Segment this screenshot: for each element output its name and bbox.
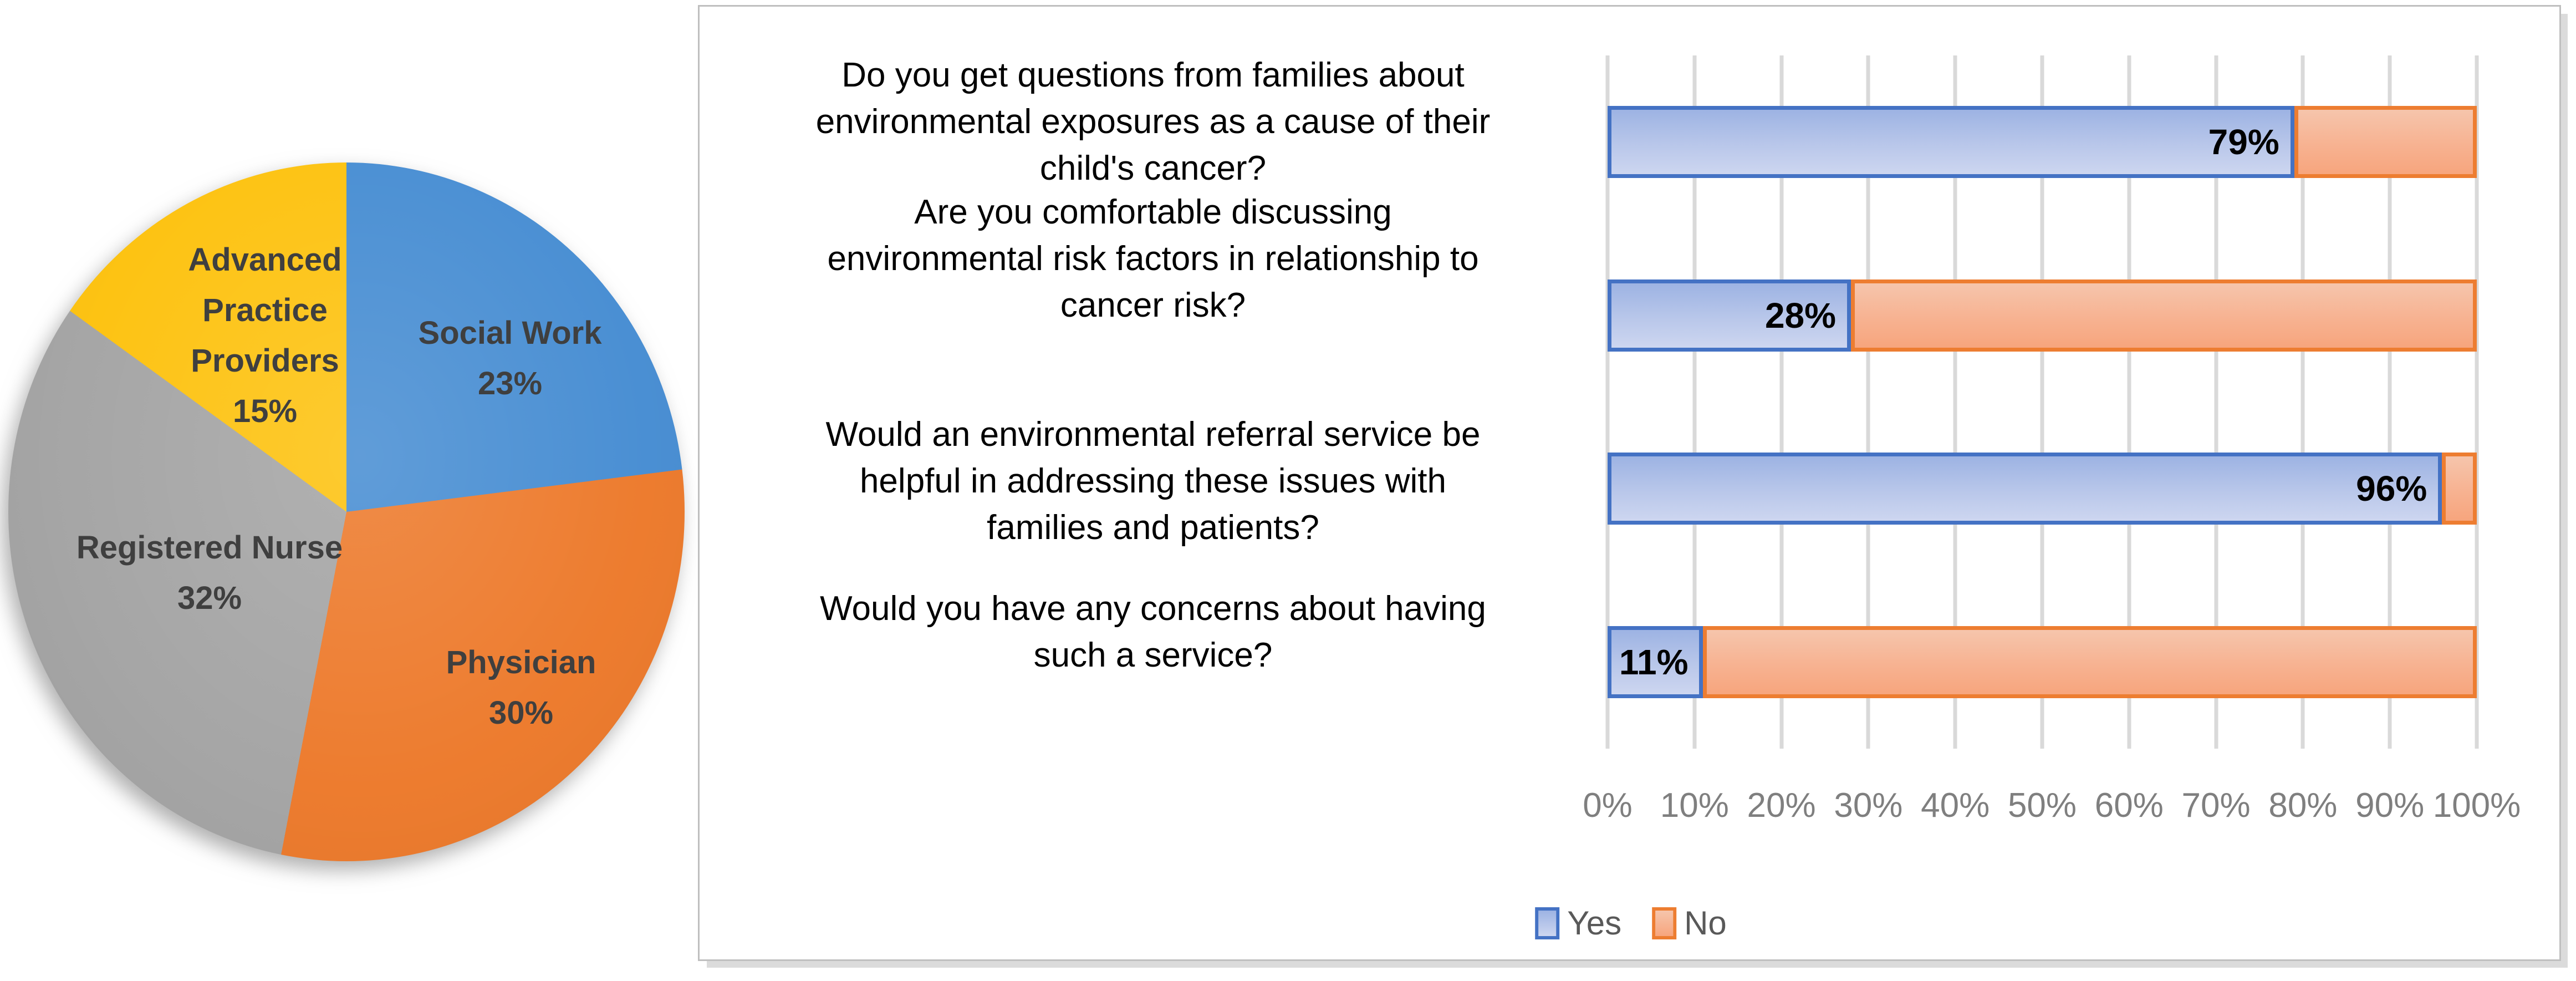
gridline [2127, 55, 2131, 749]
no-swatch-icon [1652, 907, 1677, 939]
yes-swatch-icon [1535, 907, 1560, 939]
x-axis-tick-label: 50% [2007, 786, 2077, 825]
bar-segment-yes: 11% [1608, 626, 1703, 698]
pie-slice-label: Registered Nurse 32% [76, 530, 343, 616]
gridline [1779, 55, 1784, 749]
x-axis-tick-label: 80% [2268, 786, 2338, 825]
pie-chart [8, 162, 685, 861]
x-axis-tick-label: 40% [1921, 786, 1990, 825]
gridline [1605, 55, 1610, 749]
legend-item-yes: Yes [1535, 904, 1621, 942]
gridline [1692, 55, 1697, 749]
category-label: Do you get questions from families about… [815, 55, 1491, 187]
bar-data-label: 96% [2356, 469, 2427, 509]
bar-row: 28% [1608, 279, 2477, 352]
x-axis-tick-label: 0% [1583, 786, 1633, 825]
x-axis-tick-label: 60% [2094, 786, 2164, 825]
legend-label-yes: Yes [1567, 904, 1622, 942]
pie-slice-label: Physician 30% [446, 644, 596, 731]
gridline [2040, 55, 2044, 749]
gridline [1953, 55, 1957, 749]
pie-slice-label: Advanced Practice Providers 15% [188, 242, 342, 429]
bar-segment-yes: 28% [1608, 279, 1851, 352]
x-axis-tick-label: 10% [1660, 786, 1729, 825]
legend-item-no: No [1652, 904, 1727, 942]
gridline [2388, 55, 2392, 749]
category-label: Would you have any concerns about having… [820, 589, 1486, 674]
gridline [2300, 55, 2305, 749]
x-axis-tick-label: 90% [2355, 786, 2425, 825]
bar-row: 79% [1608, 106, 2477, 179]
bar-chart-legend: Yes No [1535, 904, 1727, 942]
x-axis-tick-label: 70% [2181, 786, 2251, 825]
bar-segment-yes: 96% [1608, 453, 2442, 525]
bar-row: 96% [1608, 453, 2477, 525]
x-axis-tick-label: 30% [1834, 786, 1903, 825]
bar-segment-no [2294, 106, 2477, 179]
x-axis-tick-label: 20% [1747, 786, 1816, 825]
bar-data-label: 79% [2208, 122, 2279, 162]
gridline [2214, 55, 2218, 749]
bar-segment-no [2442, 453, 2477, 525]
bar-row: 11% [1608, 626, 2477, 698]
category-label: Would an environmental referral service … [825, 415, 1481, 547]
category-label: Are you comfortable discussing environmen… [827, 193, 1479, 324]
bar-segment-no [1851, 279, 2477, 352]
bar-segment-yes: 79% [1608, 106, 2294, 179]
x-axis-tick-label: 100% [2432, 786, 2521, 825]
gridline [2475, 55, 2479, 749]
pie-slice-label: Social Work 23% [418, 315, 602, 401]
bar-data-label: 11% [1619, 642, 1689, 682]
bar-data-label: 28% [1764, 295, 1837, 336]
bar-segment-no [1703, 626, 2477, 698]
legend-label-no: No [1684, 904, 1727, 942]
gridline [1866, 55, 1870, 749]
